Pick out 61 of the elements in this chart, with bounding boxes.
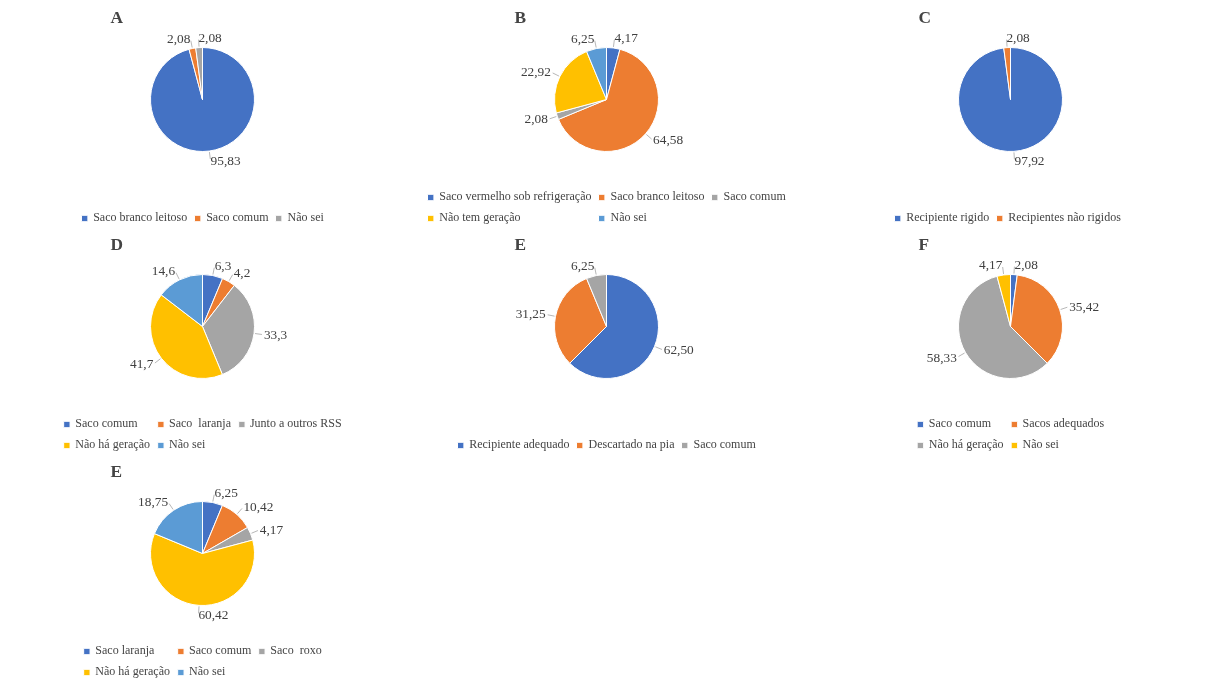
data-label: 97,92 bbox=[1014, 153, 1045, 169]
data-label: 10,42 bbox=[243, 498, 274, 514]
legend-label: Saco vermelho sob refrigeração bbox=[439, 189, 592, 204]
data-label: 14,6 bbox=[151, 262, 176, 278]
data-label: 4,17 bbox=[259, 521, 284, 537]
legend-label: Saco roxo bbox=[270, 643, 322, 658]
legend-label: Não sei bbox=[188, 664, 226, 679]
data-label: 2,08 bbox=[524, 111, 549, 127]
legend-label: Junto a outros RSS bbox=[249, 416, 342, 431]
data-label: 31,25 bbox=[515, 306, 547, 322]
chart-title: F bbox=[918, 234, 930, 254]
data-label: 62,50 bbox=[663, 342, 695, 358]
chart-title: B bbox=[514, 7, 527, 27]
legend-label: Recipientes não rigidos bbox=[1008, 210, 1121, 225]
legend-label: Não sei bbox=[1022, 437, 1059, 452]
data-label: 35,42 bbox=[1069, 298, 1100, 314]
legend-label: Saco comum bbox=[693, 437, 756, 452]
data-label: 22,92 bbox=[520, 64, 551, 80]
legend-label: Não há geração bbox=[95, 664, 170, 679]
legend-label: Saco laranja bbox=[95, 643, 155, 658]
legend-label: Saco comum bbox=[75, 416, 138, 431]
chart-title: D bbox=[110, 234, 124, 254]
legend-label: Saco comum bbox=[928, 416, 992, 431]
data-label: 60,42 bbox=[198, 607, 229, 623]
data-label: 4,17 bbox=[979, 257, 1003, 273]
data-label: 2,08 bbox=[1006, 29, 1031, 45]
data-label: 64,58 bbox=[653, 132, 684, 148]
data-label: 58,33 bbox=[926, 349, 958, 365]
legend-label: Saco laranja bbox=[168, 416, 231, 431]
data-label: 6,3 bbox=[214, 257, 232, 273]
data-label: 6,25 bbox=[214, 484, 239, 500]
chart-title: C bbox=[918, 7, 932, 27]
data-label: 4,2 bbox=[233, 264, 251, 280]
legend-label: Não há geração bbox=[928, 437, 1004, 452]
legend-label: Recipiente rigido bbox=[906, 210, 990, 225]
legend-label: Saco comum bbox=[723, 189, 786, 204]
data-label: 4,17 bbox=[614, 30, 639, 46]
data-label: 18,75 bbox=[138, 493, 169, 509]
legend-label: Saco branco leitoso bbox=[93, 210, 188, 225]
data-label: 6,25 bbox=[571, 257, 595, 273]
data-label: 6,25 bbox=[571, 30, 595, 46]
chart-title: E bbox=[514, 234, 527, 254]
data-label: 95,83 bbox=[210, 152, 241, 168]
data-label: 2,08 bbox=[198, 29, 223, 45]
legend-label: Não sei bbox=[168, 437, 206, 452]
legend-label: Saco comum bbox=[188, 643, 252, 658]
legend-label: Saco comum bbox=[206, 210, 269, 225]
legend-label: Não sei bbox=[610, 210, 647, 225]
chart-title: E bbox=[110, 461, 123, 481]
chart-title: A bbox=[110, 7, 124, 27]
data-label: 2,08 bbox=[1014, 256, 1039, 272]
legend-label: Não sei bbox=[287, 210, 324, 225]
data-label: 2,08 bbox=[167, 30, 191, 46]
legend-label: Descartado na pia bbox=[588, 437, 675, 452]
legend-label: Não há geração bbox=[75, 437, 150, 452]
legend-label: Saco branco leitoso bbox=[610, 189, 705, 204]
legend-label: Recipiente adequado bbox=[469, 437, 570, 452]
legend-label: Sacos adequados bbox=[1022, 416, 1105, 431]
legend-label: Não tem geração bbox=[439, 210, 521, 225]
data-label: 33,3 bbox=[263, 326, 288, 342]
data-label: 41,7 bbox=[129, 356, 154, 372]
